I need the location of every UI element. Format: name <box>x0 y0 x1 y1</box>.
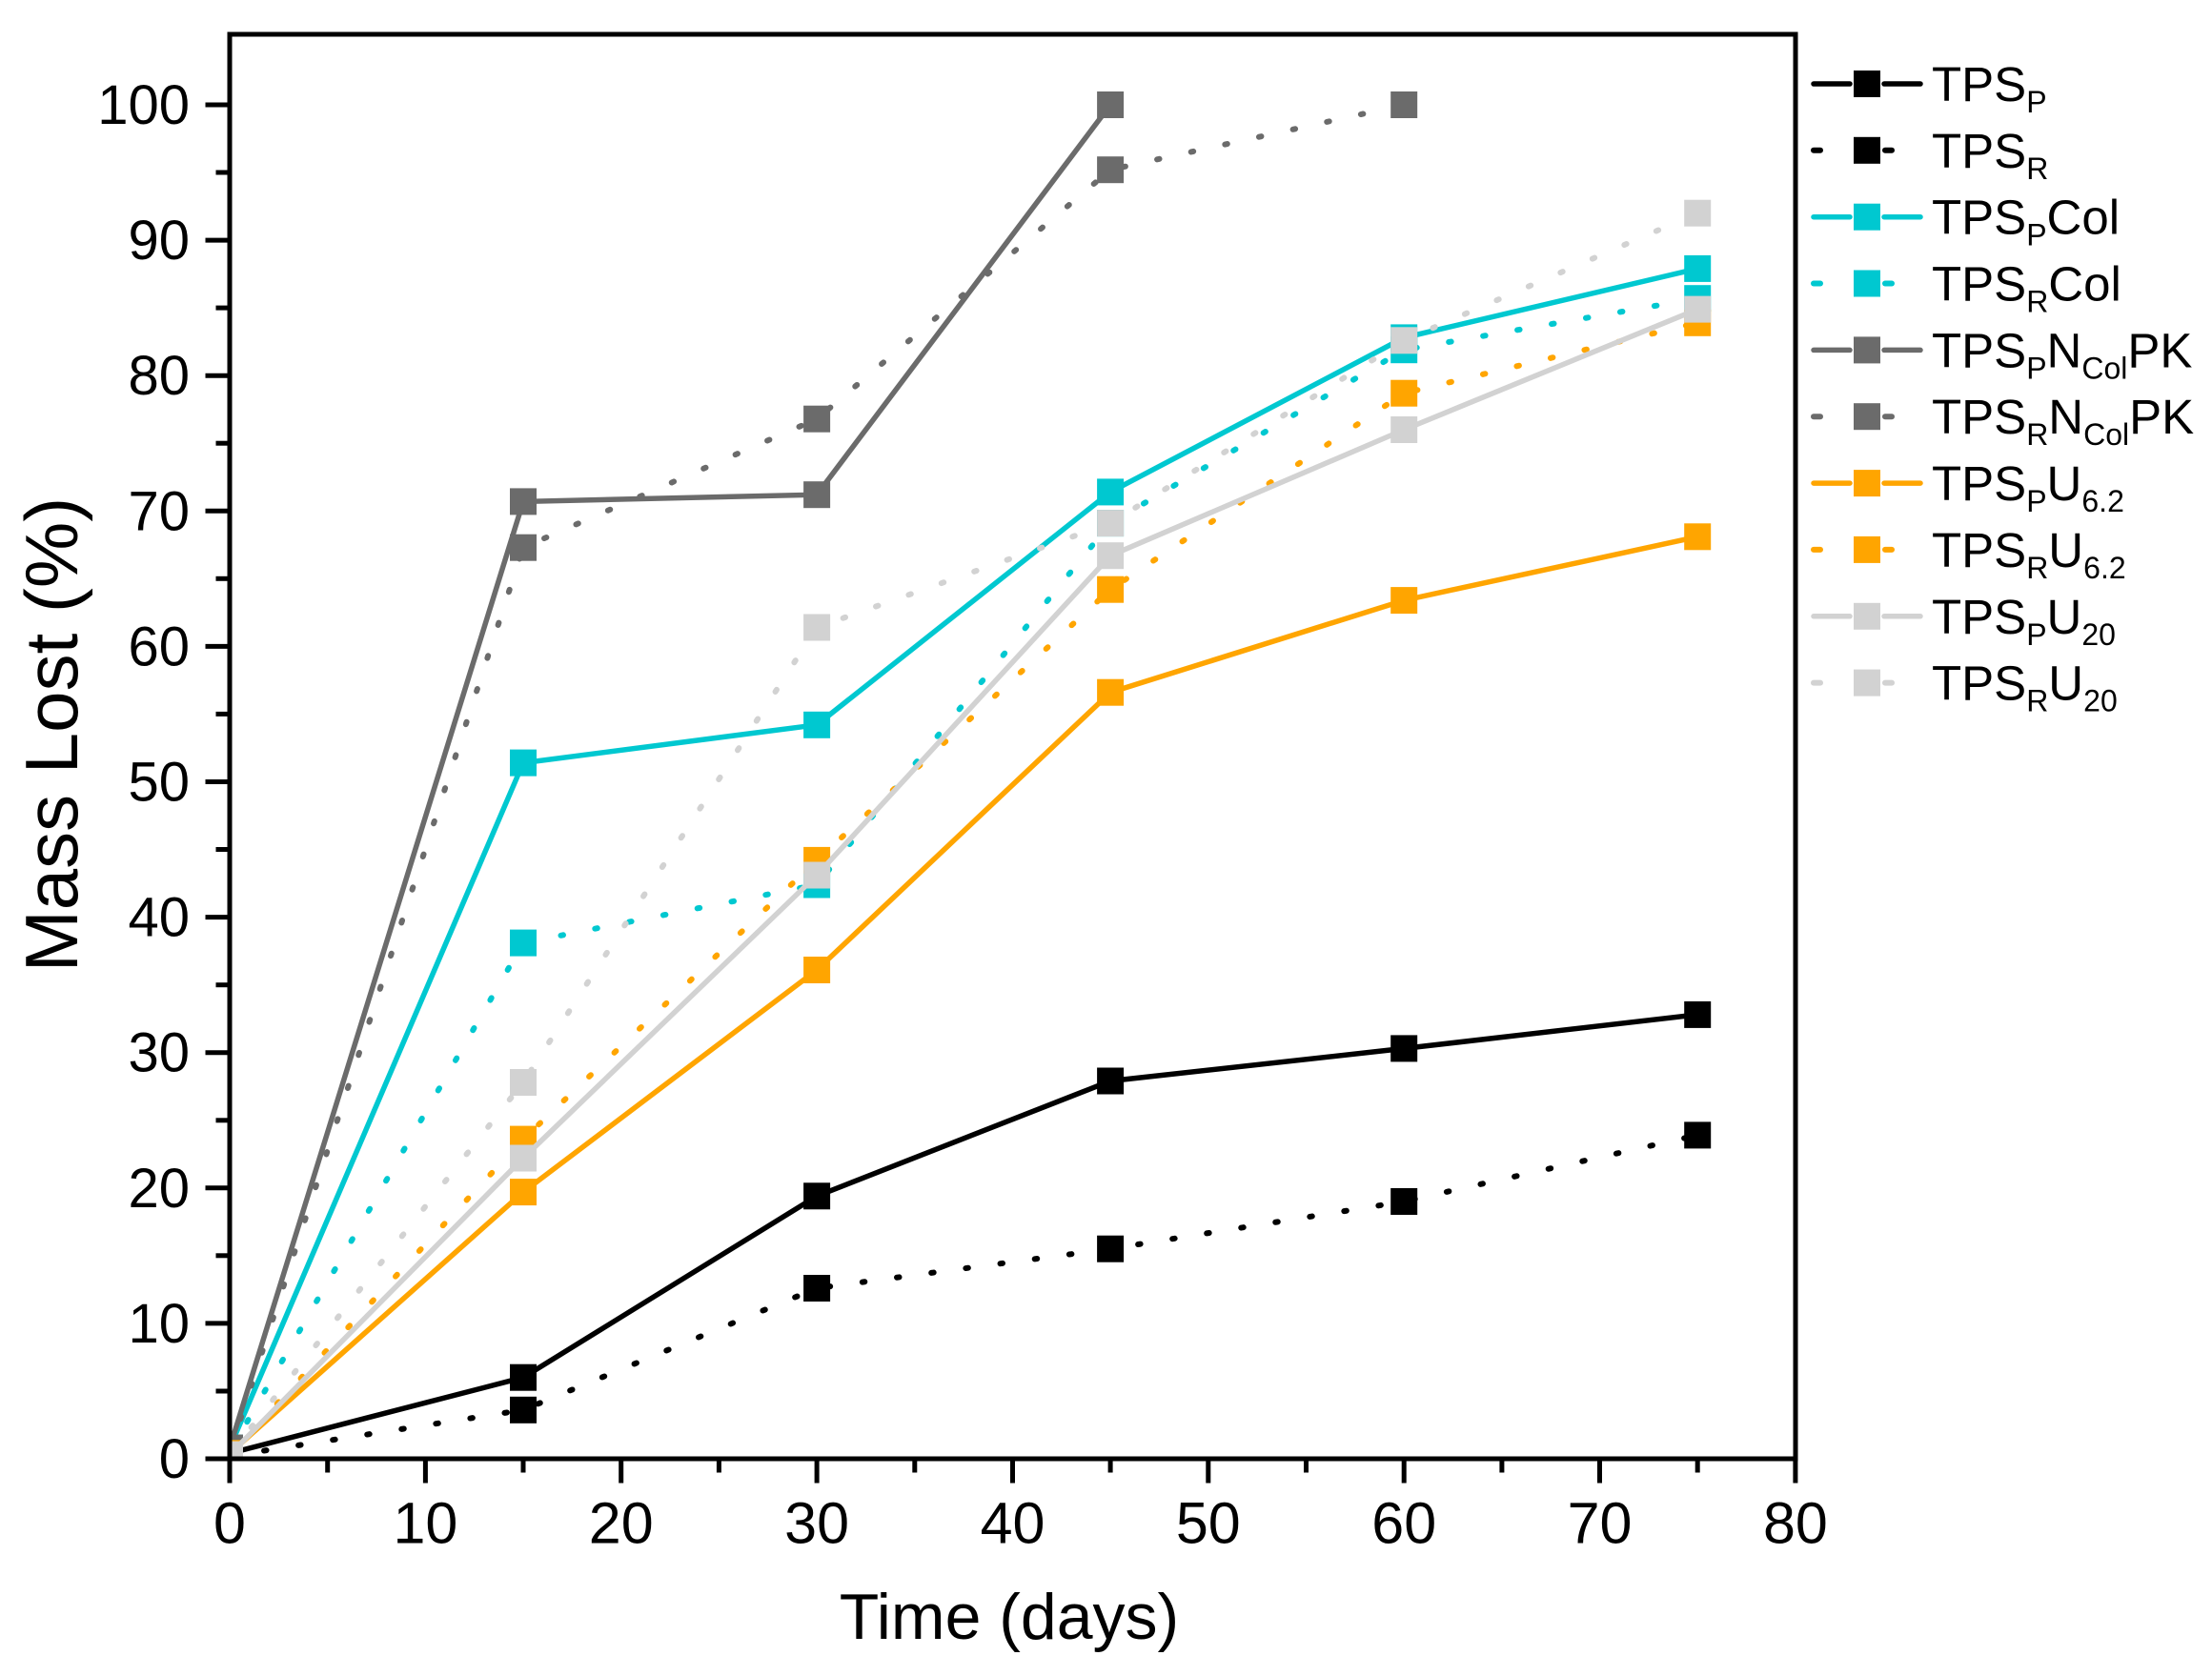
svg-text:30: 30 <box>784 1491 849 1556</box>
svg-text:TPSR​NCol​PK: TPSR​NCol​PK <box>1932 390 2194 452</box>
svg-text:40: 40 <box>128 887 190 949</box>
svg-text:TPSP​Col: TPSP​Col <box>1932 191 2120 252</box>
svg-text:80: 80 <box>128 345 190 407</box>
svg-text:10: 10 <box>128 1293 190 1355</box>
svg-text:TPSP​U20​: TPSP​U20​ <box>1932 590 2116 652</box>
svg-text:TPSP​NCol​PK: TPSP​NCol​PK <box>1932 323 2192 385</box>
svg-text:0: 0 <box>159 1428 190 1490</box>
svg-text:10: 10 <box>393 1491 457 1556</box>
svg-text:20: 20 <box>128 1158 190 1220</box>
svg-text:60: 60 <box>128 616 190 677</box>
svg-text:60: 60 <box>1371 1491 1436 1556</box>
svg-text:50: 50 <box>128 752 190 814</box>
svg-text:0: 0 <box>213 1491 246 1556</box>
svg-text:TPSR​Col: TPSR​Col <box>1932 257 2121 319</box>
svg-text:100: 100 <box>97 74 190 136</box>
svg-text:TPSR​: TPSR​ <box>1932 124 2048 186</box>
svg-text:TPSR​U6.2​: TPSR​U6.2​ <box>1932 523 2126 585</box>
svg-text:Time (days): Time (days) <box>840 1581 1179 1653</box>
svg-text:90: 90 <box>128 210 190 272</box>
svg-text:TPSP​U6.2​: TPSP​U6.2​ <box>1932 456 2124 518</box>
svg-text:TPSR​U20​: TPSR​U20​ <box>1932 656 2118 718</box>
svg-text:Mass Lost (%): Mass Lost (%) <box>10 497 93 972</box>
svg-text:TPSP​: TPSP​ <box>1932 57 2047 119</box>
svg-text:20: 20 <box>589 1491 654 1556</box>
svg-text:30: 30 <box>128 1022 190 1084</box>
svg-text:70: 70 <box>1568 1491 1633 1556</box>
svg-text:80: 80 <box>1763 1491 1828 1556</box>
svg-text:70: 70 <box>128 480 190 542</box>
svg-text:40: 40 <box>981 1491 1045 1556</box>
svg-text:50: 50 <box>1176 1491 1241 1556</box>
